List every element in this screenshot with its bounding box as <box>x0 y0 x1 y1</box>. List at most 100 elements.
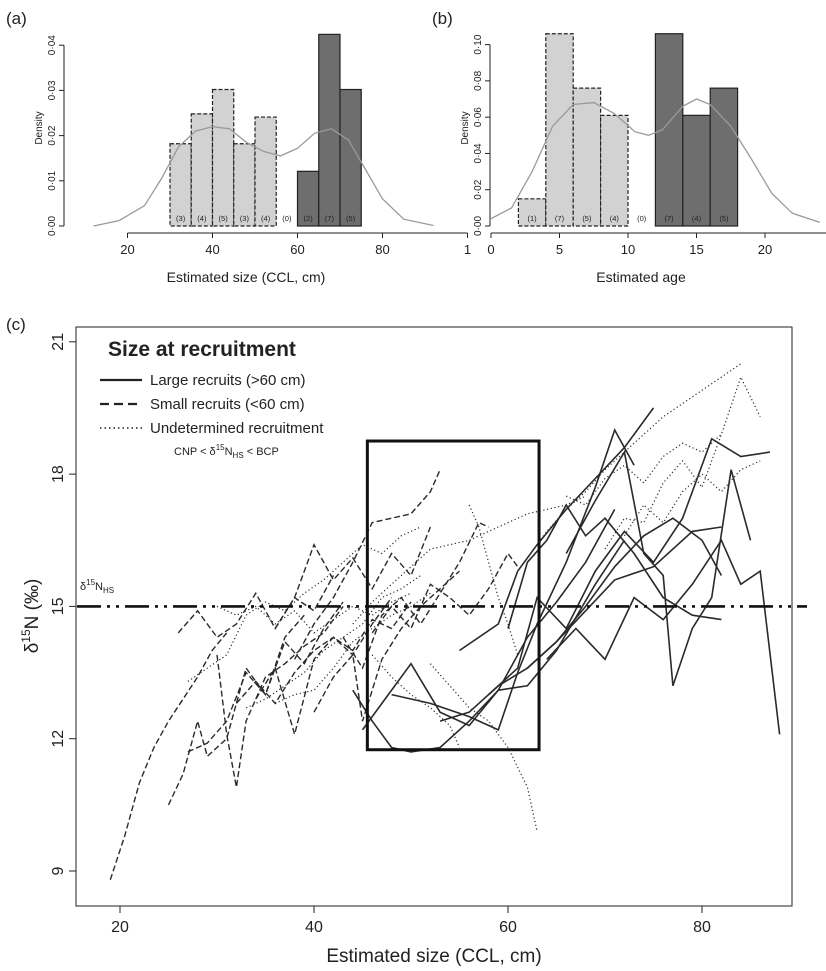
histogram-bars-a: (3) (4) (5) (3) (4) (0) (2) (7) (5) <box>169 33 362 227</box>
trajectory-small <box>293 469 441 660</box>
density-curve-a <box>93 125 434 227</box>
panel-b-label: (b) <box>432 9 453 28</box>
trajectory-undetermined <box>187 526 421 682</box>
bar-count-label: (4) <box>197 214 207 223</box>
panel-b: (b) (1)(7)(5)(4)(0)(7)(4)(5) 05101520250… <box>432 9 826 285</box>
trajectory-undetermined <box>352 495 586 625</box>
axes-b: 05101520250·000·020·040·060·080·10 <box>473 34 826 257</box>
trajectory-large <box>488 437 771 696</box>
transition-box <box>365 439 541 752</box>
trajectory-undetermined <box>371 654 461 748</box>
bar-count-label: (7) <box>665 214 675 223</box>
histogram-bar <box>654 33 684 227</box>
y-tick-label: 15 <box>50 597 67 615</box>
x-tick-label: 20 <box>111 919 129 936</box>
trajectory-undetermined <box>429 663 538 832</box>
histogram-bar <box>709 87 739 227</box>
trajectory-large <box>546 538 781 735</box>
panel-a: (a) (3) (4) (5) (3) (4) (0) (2) (7) (5) 20 40 60 80… <box>6 9 471 285</box>
trajectory-large <box>391 428 635 731</box>
x-axis-label-b: Estimated age <box>596 269 686 285</box>
bar-count-label: (1) <box>528 214 538 223</box>
x-tick-label: 1 <box>464 242 471 257</box>
x-tick-label: 10 <box>621 242 635 257</box>
trajectory-large <box>439 526 722 722</box>
bar-count-label: (3) <box>240 214 250 223</box>
bar-count-label: (4) <box>692 214 702 223</box>
panel-a-label: (a) <box>6 9 27 28</box>
y-tick-label: 9 <box>50 866 67 875</box>
x-tick-label: 15 <box>689 242 703 257</box>
trajectory-large <box>459 407 655 652</box>
trajectory-undetermined <box>623 460 761 537</box>
histogram-bar <box>318 33 341 227</box>
trajectory-lines <box>109 363 781 881</box>
panel-c: (c) 20 40 60 80 9 12 15 18 21 δ15NHS Size at rec… <box>6 315 807 967</box>
y-tick-label: 0·03 <box>47 80 58 100</box>
trajectory-large <box>352 539 626 753</box>
histogram-bar <box>190 113 214 227</box>
bar-count-label: (2) <box>304 214 314 223</box>
bar-count-label: (4) <box>261 214 271 223</box>
trajectory-large <box>361 509 616 731</box>
y-tick-label: 18 <box>50 465 67 483</box>
x-tick-label: 20 <box>758 242 772 257</box>
histogram-bar <box>339 88 362 227</box>
bar-count-label: (0) <box>282 214 292 223</box>
x-tick-label: 20 <box>120 242 134 257</box>
legend-title: Size at recruitment <box>108 338 296 361</box>
x-tick-label: 40 <box>305 919 323 936</box>
trajectory-small <box>216 605 344 788</box>
bar-count-label: (5) <box>219 214 229 223</box>
trajectory-small <box>187 601 344 753</box>
histogram-bar <box>572 87 602 227</box>
trajectory-small <box>342 521 489 670</box>
histogram-bar <box>682 114 711 227</box>
bar-count-label: (4) <box>610 214 620 223</box>
histogram-bar <box>545 33 574 227</box>
bar-count-label: (7) <box>325 214 335 223</box>
trajectory-small <box>274 526 432 629</box>
x-tick-label: 60 <box>290 242 304 257</box>
plot-frame-c <box>75 326 793 907</box>
trajectory-small <box>167 614 305 806</box>
histogram-bar <box>599 114 629 227</box>
transition-box-rect <box>365 439 541 752</box>
y-tick-label: 0·04 <box>47 35 58 55</box>
trajectory-undetermined <box>468 504 519 656</box>
bar-count-label: (5) <box>719 214 729 223</box>
y-tick-label: 0·02 <box>47 125 58 145</box>
y-tick-label: 0·10 <box>473 34 484 54</box>
legend-label-small: Small recruits (<60 cm) <box>150 396 305 413</box>
y-tick-label: 21 <box>50 333 67 351</box>
legend-label-large: Large recruits (>60 cm) <box>150 372 305 389</box>
bar-count-label: (5) <box>582 214 592 223</box>
trajectory-large <box>526 517 723 669</box>
y-tick-label: 0·08 <box>473 70 484 90</box>
trajectory-undetermined <box>565 433 722 506</box>
x-tick-label: 80 <box>375 242 389 257</box>
bar-count-label: (5) <box>346 214 356 223</box>
legend: Size at recruitment Large recruits (>60 … <box>100 338 324 460</box>
trajectory-undetermined <box>216 592 412 634</box>
y-axis-label-b: Density <box>460 111 471 144</box>
y-tick-label: 0·00 <box>47 216 58 236</box>
trajectory-small <box>371 552 519 634</box>
x-tick-label: 5 <box>556 242 563 257</box>
legend-cnp-note: CNP < δ15NHS < BCP <box>174 443 279 460</box>
panel-c-label: (c) <box>6 315 26 334</box>
trajectory-small <box>313 570 460 722</box>
x-tick-label: 80 <box>693 919 711 936</box>
histogram-bar <box>254 116 277 227</box>
axes-c: 20 40 60 80 9 12 15 18 21 <box>50 333 711 936</box>
threshold-label: δ15NHS <box>80 578 114 595</box>
x-axis-label-c: Estimated size (CCL, cm) <box>326 946 541 967</box>
y-axis-label-c: δ15N (‰) <box>19 579 43 654</box>
trajectory-large <box>565 449 752 687</box>
histogram-bar <box>211 88 235 227</box>
trajectory-undetermined <box>526 363 742 559</box>
y-tick-label: 12 <box>50 730 67 748</box>
bar-count-label: (3) <box>176 214 186 223</box>
x-axis-label-a: Estimated size (CCL, cm) <box>167 269 326 285</box>
